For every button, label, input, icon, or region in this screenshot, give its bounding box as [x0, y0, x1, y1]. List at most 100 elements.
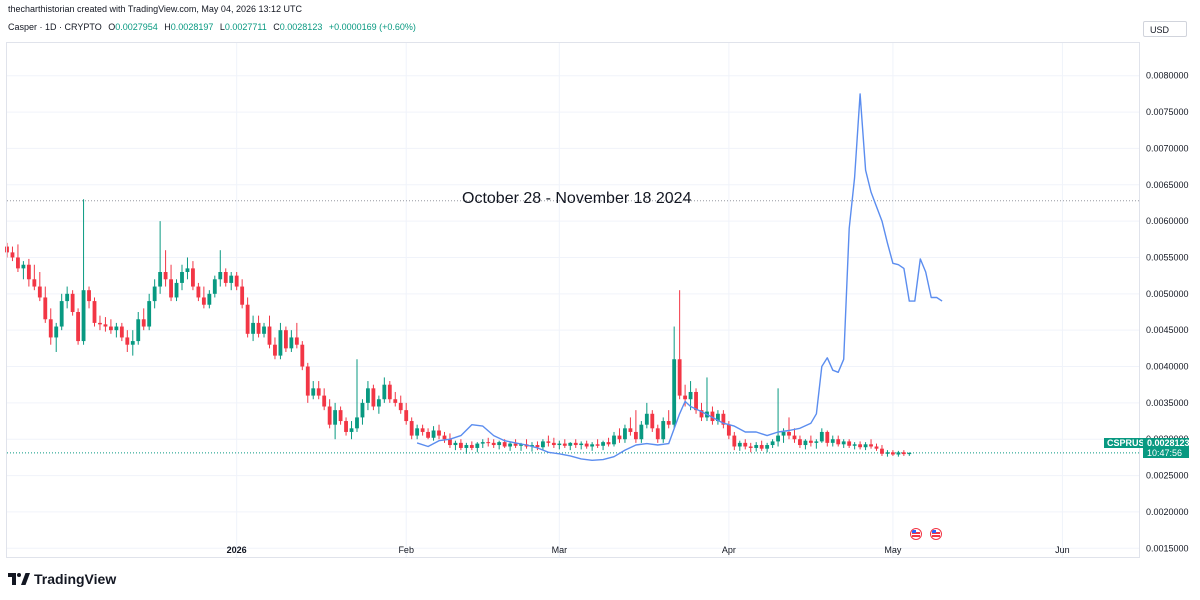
candle-body	[393, 399, 398, 403]
candle	[655, 424, 660, 443]
candle	[885, 450, 890, 457]
candle	[283, 326, 288, 352]
candle-body	[300, 344, 305, 367]
candle	[376, 395, 381, 414]
candle	[262, 322, 266, 338]
candle-body	[650, 413, 655, 429]
candle-body	[344, 421, 348, 432]
candle-body	[16, 257, 20, 269]
candle-body	[229, 275, 234, 283]
candle	[404, 402, 409, 425]
price-axis[interactable]: 0.0080000 0.0075000 0.0070000 0.0065000 0.00…	[1146, 71, 1189, 554]
candle	[294, 322, 299, 349]
overlay-series	[416, 93, 943, 461]
price-tick-label: 0.0015000	[1146, 543, 1189, 553]
candle-body	[513, 443, 518, 446]
candle	[869, 439, 873, 449]
candle-body	[136, 319, 141, 342]
candle-body	[409, 421, 414, 436]
candle	[163, 250, 168, 287]
candle-body	[858, 444, 863, 448]
price-tick-label: 0.0020000	[1146, 507, 1189, 517]
candle-body	[169, 279, 173, 298]
candle-body	[223, 272, 228, 283]
candle	[437, 424, 441, 440]
candle	[16, 244, 20, 273]
candle-body	[519, 444, 523, 446]
candle	[557, 440, 562, 450]
candle	[601, 440, 605, 451]
candle	[852, 442, 857, 450]
candle-body	[294, 337, 299, 345]
candle	[108, 319, 113, 334]
candle-body	[453, 442, 458, 446]
candle-body	[196, 286, 201, 298]
candle-body	[245, 304, 250, 334]
candle-body	[163, 272, 168, 280]
candle-body	[404, 410, 409, 422]
candle	[278, 322, 283, 360]
candle-body	[442, 435, 447, 440]
candle-body	[147, 301, 152, 327]
candle	[371, 384, 376, 411]
candle	[398, 395, 403, 414]
candle	[130, 330, 135, 356]
candle	[92, 297, 97, 327]
candle-body	[152, 286, 157, 302]
time-tick-label: May	[884, 545, 902, 555]
candle-body	[267, 326, 272, 345]
tradingview-logo[interactable]: TradingView	[8, 571, 116, 587]
candle	[54, 322, 59, 352]
price-tick-label: 0.0065000	[1146, 180, 1189, 190]
candle	[469, 441, 474, 451]
candle-body	[464, 445, 469, 448]
candle	[830, 435, 835, 447]
event-flag-icon[interactable]	[910, 528, 922, 540]
candle-body	[376, 399, 381, 407]
candle-body	[699, 410, 704, 418]
candle-body	[278, 330, 283, 356]
candle	[114, 322, 119, 338]
candle-body	[338, 410, 343, 422]
price-tick-label: 0.0080000	[1146, 71, 1189, 81]
candle-body	[305, 366, 310, 396]
candle	[387, 381, 392, 403]
overlay-line	[416, 93, 943, 461]
candle-body	[546, 441, 551, 443]
candle-body	[541, 441, 545, 448]
candle-body	[508, 443, 513, 447]
candle	[787, 417, 791, 440]
candle-body	[37, 286, 42, 298]
candle-body	[726, 424, 731, 436]
currency-selector[interactable]: USD	[1143, 21, 1187, 37]
price-tick-label: 0.0040000	[1146, 362, 1189, 372]
close-label: C	[273, 22, 280, 32]
candle	[393, 391, 398, 407]
event-flag-icon[interactable]	[930, 528, 942, 540]
candle	[431, 426, 436, 441]
low-label: L	[219, 22, 225, 32]
candle	[814, 439, 819, 449]
candle	[311, 381, 316, 400]
candle	[174, 279, 179, 302]
candle	[863, 442, 868, 451]
candle	[240, 279, 245, 309]
candle-body	[382, 384, 387, 400]
candle-body	[803, 440, 808, 446]
symbol-legend[interactable]: Casper · 1D · CRYPTO O0.0027954 H0.00281…	[8, 22, 416, 32]
candle	[119, 322, 124, 342]
low-value: 0.0027711	[224, 22, 267, 32]
time-axis[interactable]: 2026 Feb Mar Apr May Jun	[227, 545, 1070, 555]
symbol-name[interactable]: Casper · 1D · CRYPTO	[8, 22, 102, 32]
candle-body	[426, 431, 430, 438]
candle	[125, 330, 130, 352]
candle	[207, 290, 212, 309]
candle	[880, 445, 884, 456]
candle-body	[568, 442, 573, 446]
candle	[415, 424, 420, 440]
candle-body	[59, 301, 64, 327]
candle-body	[10, 252, 15, 258]
candle-body	[792, 435, 797, 440]
candle	[48, 308, 53, 345]
